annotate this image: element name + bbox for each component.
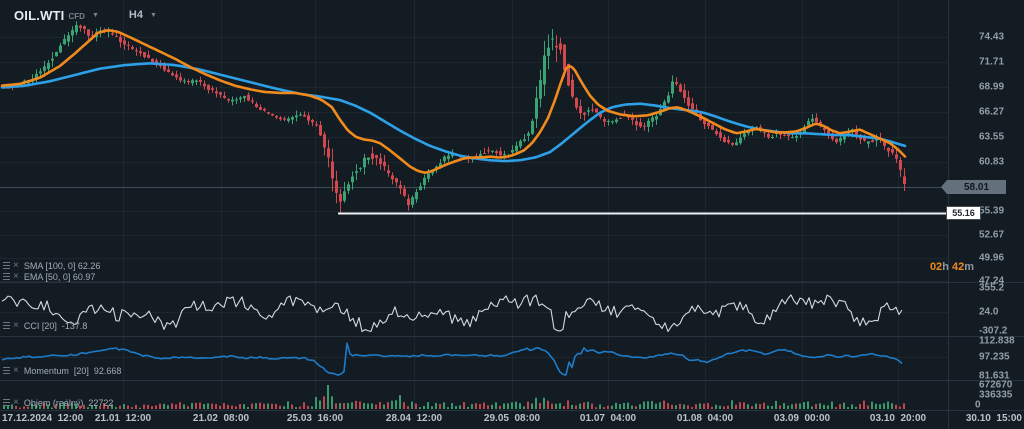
indicator-close-icon[interactable]: × — [13, 260, 19, 271]
indicator-row-sma: × SMA [100, 0] 62.26 — [3, 260, 101, 271]
instrument-type-tag: CFD — [68, 12, 85, 21]
time-axis-label: 29.05 08:00 — [483, 413, 541, 424]
time-axis-label: 28.04 12:00 — [385, 413, 443, 424]
time-axis-label: 01.08 04:00 — [676, 413, 734, 424]
indicator-settings-icon[interactable] — [3, 262, 10, 269]
indicator-close-icon[interactable]: × — [13, 365, 19, 376]
time-axis-label: 21.02 08:00 — [192, 413, 250, 424]
time-axis-label: 01.07 04:00 — [579, 413, 637, 424]
countdown-segment: h — [942, 261, 952, 273]
cci-axis-label: -307.2 — [979, 325, 1008, 337]
price-axis-label: 47.24 — [979, 275, 1005, 287]
indicator-row-volume: × Objem (reálný) 22722 — [3, 397, 114, 408]
timeframe-dropdown-caret-icon[interactable]: ▼ — [149, 11, 157, 19]
volume-axis-label: 0 — [975, 399, 981, 411]
price-axis-label: 66.27 — [979, 106, 1005, 118]
indicator-close-icon[interactable]: × — [13, 271, 19, 282]
indicator-label: Objem (reálný) 22722 — [23, 397, 114, 408]
countdown-segment: 42 — [951, 261, 965, 273]
indicator-settings-icon[interactable] — [3, 322, 10, 329]
price-axis-label: 74.43 — [979, 31, 1005, 43]
time-axis-label: 30.10 15:00 — [965, 413, 1022, 424]
countdown-segment: m — [964, 261, 974, 273]
time-axis-label: 17.12.2024 12:00 — [2, 413, 84, 424]
price-axis-label: 49.96 — [979, 252, 1005, 264]
bar-close-countdown: 02h 42m — [898, 261, 974, 273]
symbol-name[interactable]: OIL.WTI — [14, 7, 65, 23]
timeframe-selector[interactable]: H4 — [128, 9, 143, 21]
time-axis-label: 21.01 12:00 — [94, 413, 152, 424]
indicator-row-momentum: × Momentum [20] 92.668 — [3, 365, 122, 376]
price-axis-label: 71.71 — [979, 56, 1005, 68]
indicator-row-ema: × EMA [50, 0] 60.97 — [3, 271, 96, 282]
indicator-settings-icon[interactable] — [3, 367, 10, 374]
alert-price-label[interactable]: 55.16 — [946, 206, 981, 220]
indicator-close-icon[interactable]: × — [13, 397, 19, 408]
symbol-bar: OIL.WTI CFD ▼ H4 ▼ — [14, 7, 157, 23]
indicator-settings-icon[interactable] — [3, 399, 10, 406]
time-axis-label: 03.09 00:00 — [773, 413, 831, 424]
indicator-settings-icon[interactable] — [3, 273, 10, 280]
price-axis-label: 68.99 — [979, 81, 1005, 93]
momentum-axis-label: 112.838 — [979, 335, 1015, 347]
cci-axis-label: 355.2 — [979, 282, 1005, 294]
symbol-dropdown-caret-icon[interactable]: ▼ — [91, 11, 99, 19]
current-price-value: 58.01 — [963, 181, 990, 193]
indicator-label: SMA [100, 0] 62.26 — [23, 260, 101, 271]
time-axis-label: 03.10 20:00 — [869, 413, 927, 424]
current-price-badge: 58.01 — [941, 180, 1006, 194]
indicator-close-icon[interactable]: × — [13, 320, 19, 331]
indicator-label: CCI [20] -137.8 — [23, 320, 88, 331]
price-axis-label: 52.67 — [979, 229, 1005, 241]
indicator-label: EMA [50, 0] 60.97 — [23, 271, 96, 282]
momentum-axis-label: 97.235 — [979, 351, 1010, 363]
price-axis-label: 55.39 — [979, 205, 1005, 217]
countdown-segment: 02 — [929, 261, 943, 273]
momentum-axis-label: 81.631 — [979, 370, 1010, 382]
price-badge-arrow-icon — [941, 180, 947, 194]
cci-axis-label: 24.0 — [979, 306, 999, 318]
price-axis-label: 63.55 — [979, 131, 1005, 143]
indicator-row-cci: × CCI [20] -137.8 — [3, 320, 88, 331]
indicator-label: Momentum [20] 92.668 — [23, 365, 122, 376]
price-axis-label: 60.83 — [979, 156, 1005, 168]
time-axis-label: 25.03 16:00 — [286, 413, 344, 424]
volume-axis-label: 336335 — [979, 389, 1013, 401]
volume-axis-label: 672670 — [979, 379, 1013, 391]
